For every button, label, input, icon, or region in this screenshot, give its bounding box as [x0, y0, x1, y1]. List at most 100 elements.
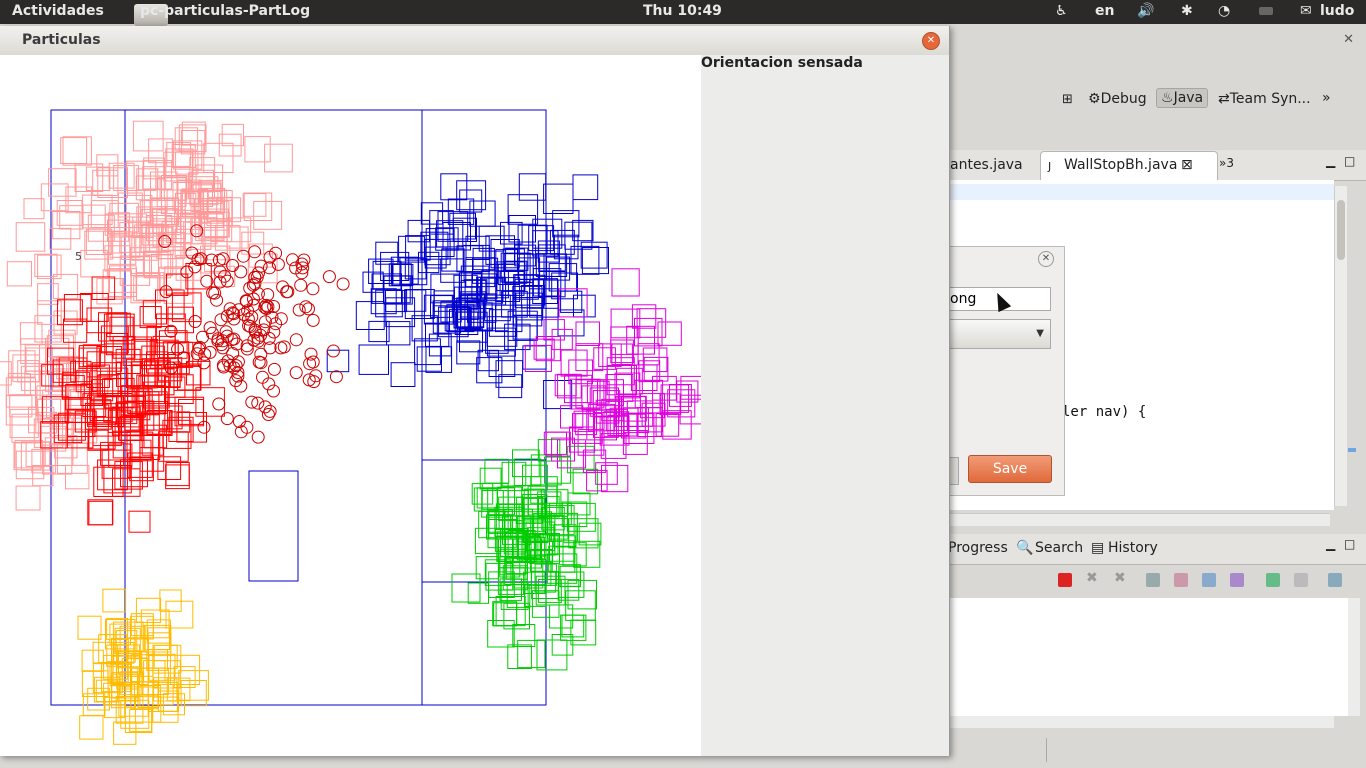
particle-square [135, 175, 161, 201]
display-console-icon[interactable] [1294, 573, 1308, 587]
particle-square [486, 327, 516, 357]
particle-square [195, 387, 225, 417]
remove-all-icon[interactable]: ✖ [1114, 570, 1126, 586]
particle-square [454, 311, 479, 335]
app-menu[interactable]: pc-particulas-PartLog [134, 0, 314, 26]
editor-vertical-scrollbar[interactable] [1334, 186, 1347, 506]
particle-square [155, 289, 185, 320]
particle-square [166, 273, 189, 296]
particle-square [37, 398, 62, 423]
console-icon[interactable] [1146, 573, 1160, 587]
particle-square [577, 428, 605, 456]
particle-square [91, 276, 116, 300]
pose-circle [214, 313, 228, 327]
tab-overflow[interactable]: »3 [1219, 156, 1234, 170]
particle-square [177, 365, 202, 391]
tab-search[interactable]: Search [1035, 540, 1084, 556]
particle-square [476, 487, 498, 509]
volume-icon[interactable]: 🔊 [1137, 3, 1155, 19]
tab-progress[interactable]: Progress [948, 540, 1008, 556]
particle-square [15, 450, 45, 480]
maximize-icon[interactable]: □ [1344, 154, 1356, 168]
particle-square [85, 228, 113, 255]
tab-history[interactable]: History [1108, 540, 1158, 556]
open-perspective-icon[interactable]: ⊞ [1062, 92, 1073, 107]
cancel-button[interactable] [950, 457, 959, 485]
tab-editor-wallstopbh[interactable]: WallStopBh.java [1064, 157, 1178, 173]
particle-square [87, 429, 109, 451]
clock[interactable]: Thu 10:49 [643, 3, 722, 19]
particle-square [557, 439, 587, 469]
close-icon[interactable]: ✕ [1038, 251, 1054, 267]
particle-square [7, 373, 31, 397]
window-titlebar[interactable]: Particulas ✕ [0, 26, 949, 56]
scroll-thumb[interactable] [1337, 200, 1345, 260]
particle-square [96, 374, 119, 397]
particle-square [129, 439, 152, 462]
particle-canvas[interactable]: 5 [0, 55, 701, 756]
particle-square [543, 431, 567, 455]
particle-square [549, 229, 575, 255]
remove-icon[interactable]: ✖ [1086, 570, 1098, 586]
particle-square [513, 458, 542, 486]
particle-square [399, 257, 428, 286]
lock-icon[interactable] [1174, 573, 1188, 587]
particle-square [601, 464, 629, 493]
stop-icon[interactable] [1058, 573, 1072, 587]
maximize-icon[interactable]: □ [1344, 537, 1356, 551]
console-vertical-scrollbar[interactable] [1348, 598, 1360, 716]
bluetooth-icon[interactable]: ✱ [1181, 3, 1193, 19]
save-button[interactable]: Save [968, 455, 1052, 483]
close-icon[interactable]: ✕ [922, 32, 940, 50]
name-input[interactable]: ong [950, 287, 1051, 311]
particle-square [167, 341, 194, 368]
perspective-java[interactable]: ♨Java [1156, 88, 1209, 108]
chat-icon[interactable]: ✉ [1300, 3, 1312, 19]
perspective-debug[interactable]: ⚙Debug [1088, 91, 1147, 107]
word-wrap-icon[interactable] [1202, 573, 1216, 587]
particle-square [593, 347, 616, 370]
particle-square [535, 336, 561, 362]
pose-circle [226, 259, 240, 272]
minimize-icon[interactable]: ▁ [1326, 154, 1336, 168]
new-console-icon[interactable] [1328, 573, 1342, 587]
close-icon[interactable]: ✕ [1343, 32, 1354, 47]
particle-square [155, 313, 186, 344]
particle-square [57, 412, 86, 441]
user-menu[interactable]: ludo [1320, 3, 1355, 19]
minimize-icon[interactable]: ▁ [1326, 537, 1336, 551]
pin-icon[interactable] [1266, 573, 1280, 587]
particle-square [88, 422, 116, 450]
activities-button[interactable]: Actividades [12, 3, 104, 19]
battery-icon[interactable] [1259, 7, 1273, 15]
clear-icon[interactable] [1230, 573, 1244, 587]
editor-horizontal-scrollbar[interactable] [950, 513, 1330, 526]
wifi-icon[interactable]: ◔ [1218, 3, 1231, 19]
console-horizontal-scrollbar[interactable] [950, 716, 1334, 728]
tab-close-icon[interactable]: ⊠ [1181, 157, 1193, 173]
console-panel[interactable] [950, 598, 1348, 716]
particle-square [248, 243, 273, 268]
pose-circle [234, 265, 248, 279]
pose-circle [258, 315, 272, 329]
more-perspectives-icon[interactable]: » [1322, 90, 1331, 106]
particle-square [500, 221, 523, 245]
pose-circle [188, 260, 202, 274]
particle-square [567, 445, 595, 474]
particle-square [500, 252, 531, 283]
type-select[interactable]: ▼ [950, 319, 1051, 349]
pose-circle [205, 326, 219, 340]
tab-editor-constants[interactable]: antes.java [950, 157, 1023, 173]
pose-circle [267, 362, 281, 376]
particle-square [441, 248, 465, 272]
particle-square [112, 335, 136, 359]
overview-marker[interactable] [1348, 448, 1356, 452]
particle-square [405, 235, 431, 261]
particulas-window: Particulas ✕ 5 Orientacion sensada [0, 26, 950, 756]
perspective-team-sync[interactable]: ⇄Team Syn... [1218, 91, 1311, 107]
accessibility-icon[interactable]: ♿ [1055, 3, 1068, 19]
particle-square [505, 551, 528, 575]
language-indicator[interactable]: en [1095, 3, 1115, 19]
particle-square [548, 263, 578, 292]
particle-square [534, 563, 557, 586]
